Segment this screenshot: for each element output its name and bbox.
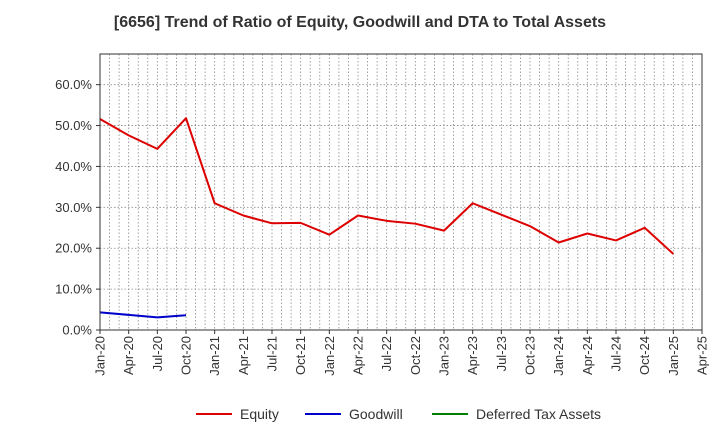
x-tick-label: Jan-20 [93,336,108,376]
x-tick-label: Jan-23 [437,336,452,376]
x-tick-label: Jan-22 [322,336,337,376]
x-tick-label: Jan-24 [551,336,566,376]
x-axis-ticks: Jan-20 Apr-20 Jul-20 Oct-20 Jan-21 Apr-21 Jul-… [93,330,710,376]
plot-border [99,53,703,331]
y-tick-label: 20.0% [55,241,92,256]
y-tick-label: 10.0% [55,282,92,297]
x-tick-label: Oct-20 [179,336,194,375]
x-tick-label: Jul-23 [494,336,509,371]
grid-layer [100,54,702,330]
chart-title: [6656] Trend of Ratio of Equity, Goodwil… [113,14,607,31]
x-tick-label: Jan-21 [207,336,222,376]
x-tick-label: Jul-21 [265,336,280,371]
y-tick-label: 40.0% [55,159,92,174]
legend-label: Goodwill [349,406,403,422]
x-tick-label: Jul-20 [150,336,165,371]
series-line-equity [99,117,675,255]
x-tick-label: Jul-24 [609,336,624,371]
y-tick-label: 50.0% [55,118,92,133]
x-tick-label: Apr-20 [121,336,136,375]
x-tick-label: Oct-24 [637,336,652,375]
x-tick-label: Apr-22 [351,336,366,375]
x-tick-label: Jan-25 [666,336,681,376]
plot-background [100,54,702,330]
x-tick-label: Apr-21 [236,336,251,375]
x-tick-label: Apr-25 [695,336,710,375]
legend-label: Deferred Tax Assets [476,406,601,422]
x-tick-label: Oct-21 [293,336,308,375]
y-axis-ticks: 0.0% 10.0% 20.0% 30.0% 40.0% 50.0% 60.0% [55,77,100,338]
legend: Equity Goodwill Deferred Tax Assets [196,406,601,422]
x-tick-label: Oct-22 [408,336,423,375]
x-tick-label: Jul-22 [379,336,394,371]
legend-label: Equity [240,406,279,422]
x-tick-label: Oct-23 [523,336,538,375]
y-tick-label: 60.0% [55,77,92,92]
y-tick-label: 30.0% [55,200,92,215]
x-tick-label: Apr-24 [580,336,595,375]
x-tick-label: Apr-23 [465,336,480,375]
y-tick-label: 0.0% [62,323,92,338]
series-layer [99,117,675,319]
series-line-goodwill [99,311,187,319]
